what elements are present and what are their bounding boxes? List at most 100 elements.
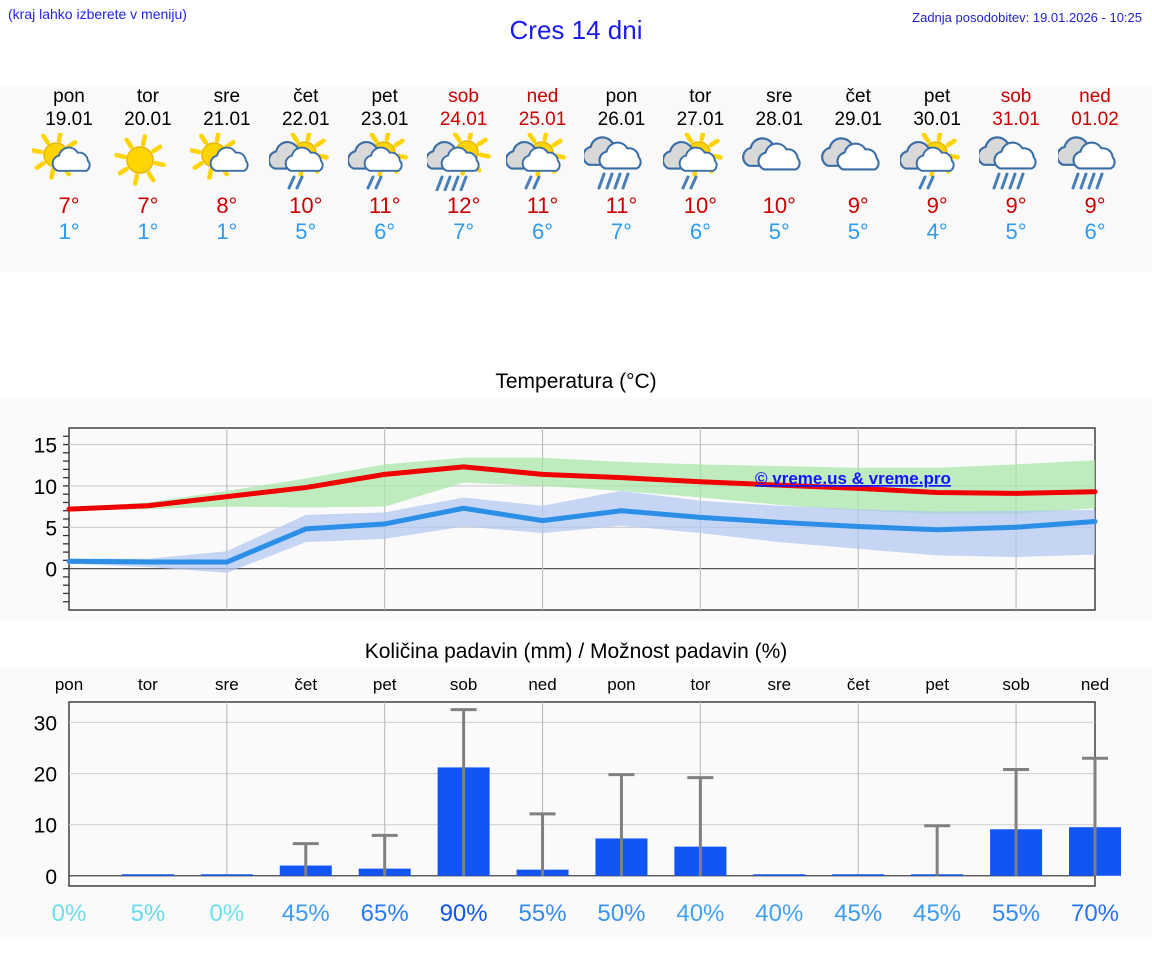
day-of-week: pon — [53, 86, 85, 107]
last-updated-text: Zadnja posodobitev: 19.01.2026 - 10:25 — [912, 10, 1142, 25]
day-column-1: tor 20.01 7° 1° — [109, 86, 187, 245]
temp-min: 6° — [532, 219, 554, 244]
temp-max: 11° — [526, 193, 559, 218]
temp-max: 9° — [1005, 193, 1027, 218]
temp-min: 6° — [1084, 219, 1106, 244]
day-column-10: čet 29.01 9° 5° — [819, 86, 897, 245]
temp-max: 9° — [847, 193, 869, 218]
sun-cloud-rain-light-icon — [504, 133, 582, 191]
day-of-week: čet — [293, 86, 319, 107]
y-tick-label: 0 — [45, 866, 57, 889]
temp-max: 11° — [605, 193, 638, 218]
precip-probability: 70% — [1070, 900, 1120, 927]
day-of-week: ned — [526, 86, 559, 107]
y-tick-label: 0 — [45, 559, 57, 582]
sun-cloud-icon — [188, 133, 266, 191]
temperature-line — [66, 464, 1098, 512]
precip-day-label: sob — [1002, 675, 1029, 694]
y-tick-label: 30 — [34, 712, 57, 735]
temp-min: 5° — [1005, 219, 1027, 244]
precipitation-plot: pon tor sre čet pet sob ned pon tor sre čet pet sob n… — [0, 664, 1152, 944]
temp-min: 6° — [689, 219, 711, 244]
temperature-plot: 0 5 10 15 © vreme.us & vreme.pro — [0, 380, 1152, 625]
temp-max: 10° — [762, 193, 796, 218]
precip-probability: 0% — [209, 900, 245, 927]
precip-probability: 40% — [755, 900, 804, 927]
precip-day-label: sob — [450, 675, 477, 694]
cloud-rain-heavy-icon — [977, 133, 1055, 191]
precip-bar — [832, 874, 885, 876]
temp-min: 6° — [374, 219, 396, 244]
day-column-2: sre 21.01 8° 1° — [188, 86, 266, 245]
temp-max: 7° — [58, 193, 80, 218]
sun-cloud-rain-light-icon — [267, 133, 345, 191]
day-of-week: pon — [605, 86, 638, 107]
precip-day-label: sre — [767, 675, 791, 694]
temp-max: 10° — [289, 193, 323, 218]
day-of-week: čet — [845, 86, 871, 107]
cloud-icon — [740, 133, 818, 191]
day-date: 26.01 — [597, 109, 646, 130]
day-column-0: pon 19.01 7° 1° — [30, 86, 108, 245]
precipitation-chart: Količina padavin (mm) / Možnost padavin … — [0, 638, 1152, 939]
precip-probability: 0% — [51, 900, 87, 927]
daily-forecast-strip: pon 19.01 7° 1° tor 20.01 7° 1° sre 21.01 8° 1° če… — [0, 86, 1152, 272]
day-column-7: pon 26.01 11° 7° — [582, 86, 660, 245]
precip-day-label: pet — [373, 675, 397, 694]
day-date: 22.01 — [281, 109, 330, 130]
day-column-9: sre 28.01 10° 5° — [740, 86, 818, 245]
day-date: 19.01 — [45, 109, 93, 130]
precip-probability: 65% — [360, 900, 409, 927]
sun-cloud-rain-heavy-icon — [425, 133, 503, 191]
temp-min: 1° — [216, 219, 238, 244]
precip-probability: 90% — [439, 900, 488, 927]
day-date: 27.01 — [676, 109, 725, 130]
temp-min: 5° — [295, 219, 317, 244]
sun-cloud-rain-light-icon — [898, 133, 976, 191]
day-date: 31.01 — [992, 109, 1040, 130]
temp-max: 10° — [683, 193, 718, 218]
y-tick-label: 20 — [34, 764, 57, 787]
watermark-text: © vreme.us & vreme.pro — [755, 469, 951, 488]
precip-probability: 45% — [834, 900, 883, 927]
day-date: 23.01 — [360, 109, 409, 130]
cloud-icon — [819, 133, 897, 191]
day-date: 30.01 — [913, 109, 961, 130]
temp-min: 1° — [137, 219, 159, 244]
day-date: 21.01 — [203, 109, 251, 130]
sun-cloud-rain-light-icon — [661, 133, 739, 191]
temperature-line — [66, 505, 1098, 565]
day-column-4: pet 23.01 11° 6° — [346, 86, 424, 245]
precip-bar — [121, 874, 174, 876]
temp-min: 4° — [926, 219, 948, 244]
precip-probability: 45% — [281, 900, 330, 927]
precip-day-label: tor — [690, 675, 710, 694]
day-column-11: pet 30.01 9° 4° — [898, 86, 976, 245]
page-title: Cres 14 dni — [509, 15, 643, 45]
y-tick-label: 15 — [34, 435, 57, 458]
day-of-week: tor — [689, 86, 712, 107]
day-date: 24.01 — [439, 109, 488, 130]
confidence-band — [69, 457, 1095, 515]
temp-min: 5° — [768, 219, 790, 244]
temperature-chart-title: Temperatura (°C) — [0, 368, 1152, 398]
temp-min: 5° — [847, 219, 869, 244]
precip-day-label: čet — [847, 675, 870, 694]
temp-max: 12° — [446, 193, 481, 218]
day-column-6: ned 25.01 11° 6° — [504, 86, 582, 245]
precip-day-label: pon — [55, 675, 83, 694]
sun-icon — [109, 133, 187, 191]
y-tick-label: 10 — [34, 815, 57, 838]
day-of-week: ned — [1079, 86, 1111, 107]
day-date: 25.01 — [518, 109, 567, 130]
temp-min: 7° — [453, 219, 475, 244]
day-column-5: sob 24.01 12° 7° — [425, 86, 503, 245]
precip-day-label: pet — [925, 675, 949, 694]
precip-day-label: ned — [528, 675, 556, 694]
sun-cloud-icon — [30, 133, 108, 191]
temp-min: 7° — [610, 219, 632, 244]
precip-probability: 40% — [676, 900, 725, 927]
sun-cloud-rain-light-icon — [346, 133, 424, 191]
precip-day-label: čet — [294, 675, 317, 694]
y-tick-label: 10 — [34, 476, 57, 499]
